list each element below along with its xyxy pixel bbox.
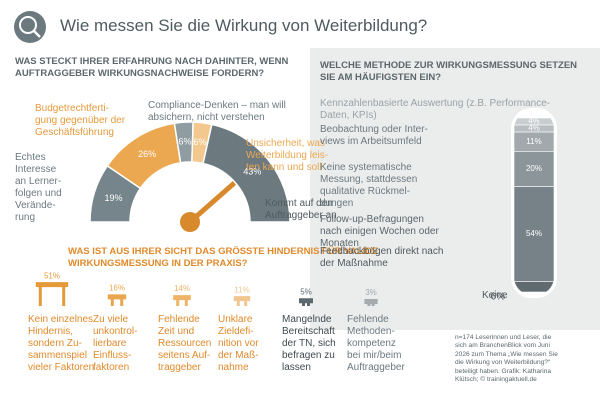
tube-segment xyxy=(514,186,554,282)
value-label: 14% xyxy=(174,284,190,293)
category-label: Kommt auf den Auftraggeber an xyxy=(265,198,337,221)
question: WELCHE METHODE ZUR WIRKUNGSMESSUNG SETZE… xyxy=(320,60,578,83)
tube-segment xyxy=(514,281,554,293)
hurdle xyxy=(299,298,313,306)
value-label: 4% xyxy=(528,124,540,133)
value-label: 20% xyxy=(526,164,542,173)
category-label: Feedbackbögen direkt nach der Maßnahme xyxy=(320,246,444,269)
title-icon-lens xyxy=(19,16,37,34)
category-label: Mangelnde Bereitschaft der TN, sich befr… xyxy=(282,314,336,373)
category-label: Beobachtung oder Inter- views im Arbeits… xyxy=(320,124,428,147)
category-label: Echtes Interesse an Lerner- folgen und V… xyxy=(15,152,62,223)
hurdle xyxy=(364,298,378,306)
value-label: 11% xyxy=(526,137,541,146)
value-label: 4% xyxy=(528,117,540,126)
page-title: Wie messen Sie die Wirkung von Weiterbil… xyxy=(60,16,428,35)
category-label: Budgetrechtferti- gung gegenüber der Ges… xyxy=(35,103,126,138)
hurdle xyxy=(233,296,251,306)
value-label: 6% xyxy=(491,292,506,303)
source-note: n=174 Leserinnen und Leser, die sich am … xyxy=(455,334,558,384)
category-label: Kennzahlenbasierte Auswertung (z.B. Perf… xyxy=(320,98,551,121)
category-label: Unsicherheit, was Weiterbildung leis- te… xyxy=(246,138,329,173)
value-label: 6% xyxy=(194,137,207,147)
category-label: Fehlende Methoden- kompetenz bei mir/bei… xyxy=(347,314,405,373)
category-label: Zu viele unkontrol- lierbare Einfluss- f… xyxy=(93,314,138,373)
category-label: Compliance-Denken – man will absichern, … xyxy=(148,100,286,123)
hurdle xyxy=(173,295,191,306)
question: WAS IST AUS IHRER SICHT DAS GRÖSSTE HIND… xyxy=(68,246,379,269)
category-label: Unklare Zieldefi- nition vor der Maß- na… xyxy=(218,314,259,373)
value-label: 11% xyxy=(234,285,249,294)
title-icon-handle xyxy=(33,30,41,38)
needle xyxy=(187,175,243,225)
category-label: Follow-up-Befragungen nach einigen Woche… xyxy=(320,214,439,249)
value-label: 19% xyxy=(105,193,123,203)
title-icon xyxy=(14,11,46,43)
value-label: 54% xyxy=(526,229,542,238)
value-label: 5% xyxy=(300,287,312,296)
value-label: 16% xyxy=(109,284,125,293)
hurdle xyxy=(35,282,69,306)
hurdle xyxy=(107,294,127,306)
category-label: Keine systematische Messung, stattdessen… xyxy=(320,162,418,209)
value-label: 51% xyxy=(44,271,60,280)
value-label: 26% xyxy=(138,149,156,159)
needle-hub xyxy=(180,212,200,232)
question: WAS STECKT IHRER ERFAHRUNG NACH DAHINTER… xyxy=(15,56,289,79)
gauge-segment xyxy=(202,123,291,223)
value-label: 6% xyxy=(178,137,191,147)
category-label: Keine xyxy=(482,290,508,301)
category-label: Fehlende Zeit und Ressourcen seitens Auf… xyxy=(158,314,212,373)
category-label: Kein einzelnes Hindernis, sondern Zu- sa… xyxy=(28,314,95,373)
value-label: 43% xyxy=(243,166,261,176)
value-label: 3% xyxy=(365,288,377,297)
